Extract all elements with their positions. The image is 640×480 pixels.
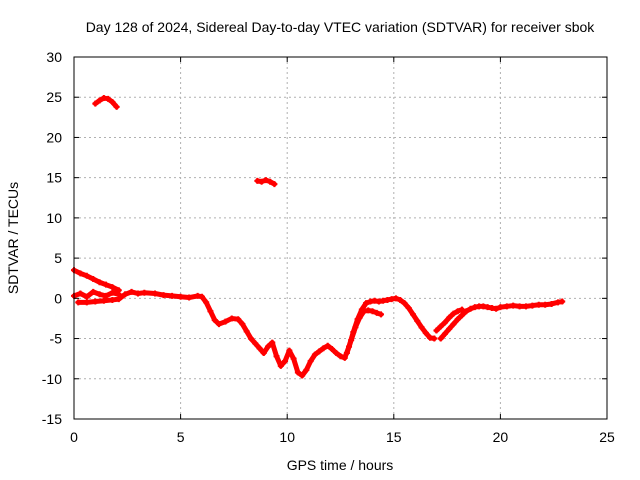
y-axis-label: SDTVAR / TECUs <box>5 182 21 294</box>
x-tick-label: 0 <box>70 429 78 445</box>
y-tick-label: 10 <box>46 210 62 226</box>
trace-segment <box>109 99 120 110</box>
y-tick-label: -5 <box>50 331 63 347</box>
trace-segment <box>455 307 465 314</box>
y-tick-label: -15 <box>42 411 62 427</box>
trace-segment <box>109 284 122 293</box>
y-tick-label: 25 <box>46 89 62 105</box>
x-tick-label: 5 <box>177 429 185 445</box>
x-tick-label: 25 <box>599 429 615 445</box>
y-tick-label: 0 <box>54 290 62 306</box>
y-tick-label: 30 <box>46 49 62 65</box>
x-tick-label: 15 <box>386 429 402 445</box>
x-tick-label: 20 <box>493 429 509 445</box>
x-axis-label: GPS time / hours <box>287 457 394 473</box>
x-tick-label: 10 <box>279 429 295 445</box>
series-arc-25 <box>92 95 120 110</box>
y-tick-label: -10 <box>42 371 62 387</box>
y-tick-label: 20 <box>46 129 62 145</box>
trace-segment <box>427 335 437 342</box>
chart-title: Day 128 of 2024, Sidereal Day-to-day VTE… <box>86 19 596 35</box>
series-arc-15 <box>254 177 278 188</box>
y-tick-label: 5 <box>54 250 62 266</box>
plot-frame <box>73 56 608 420</box>
series-main <box>71 267 566 379</box>
grid <box>74 57 607 419</box>
axis-ticks: 0 5 10 15 20 25 -15 -10 -5 0 5 10 15 20 25 30 <box>42 49 615 445</box>
trace-segment <box>374 310 384 317</box>
y-tick-label: 15 <box>46 170 62 186</box>
trace-segment <box>109 290 122 297</box>
trace-segment <box>555 299 565 305</box>
trace-segment <box>267 179 277 187</box>
data-points <box>71 95 566 379</box>
